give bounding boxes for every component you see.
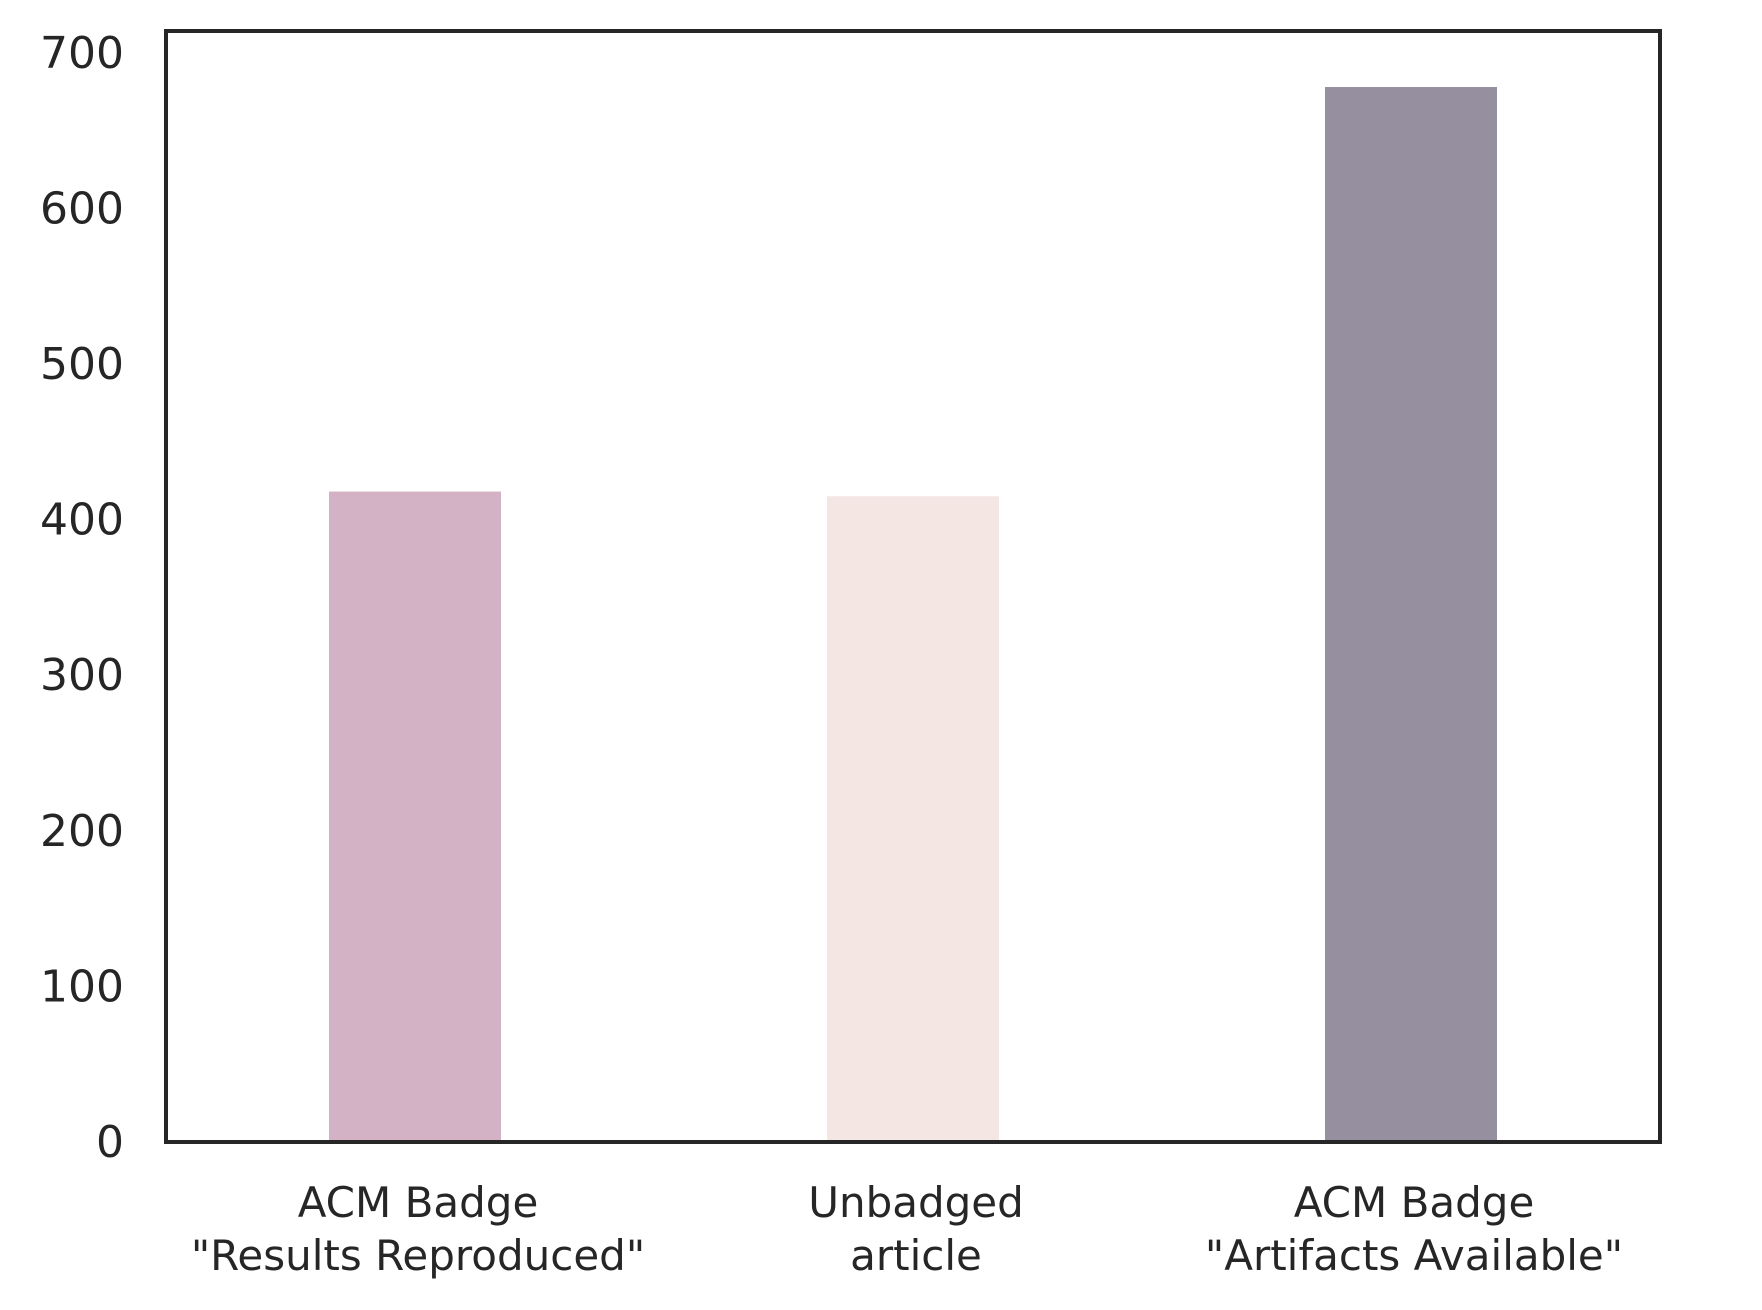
bar-0	[329, 491, 501, 1142]
bar-2	[1325, 87, 1497, 1142]
bars-group	[329, 87, 1497, 1142]
y-tick-label: 300	[40, 650, 124, 701]
x-axis-ticks: ACM Badge "Results Reproduced"Unbadged art…	[191, 1178, 1623, 1280]
x-tick-label-line: "Artifacts Available"	[1205, 1231, 1623, 1280]
x-tick-label-line: ACM Badge	[298, 1178, 539, 1227]
y-tick-label: 200	[40, 806, 124, 857]
x-tick-label-0: ACM Badge "Results Reproduced"	[191, 1178, 645, 1280]
x-tick-label-line: Unbadged	[808, 1178, 1024, 1227]
x-tick-label-line: "Results Reproduced"	[191, 1231, 645, 1280]
y-tick-label: 400	[40, 495, 124, 546]
y-tick-label: 100	[40, 961, 124, 1012]
x-tick-label-line: article	[850, 1231, 982, 1280]
y-tick-label: 700	[40, 28, 124, 79]
y-tick-label: 600	[40, 183, 124, 234]
plot-frame	[164, 29, 1662, 1144]
x-tick-label-line: ACM Badge	[1294, 1178, 1535, 1227]
bar-1	[827, 496, 999, 1142]
x-tick-label-1: Unbadged article	[808, 1178, 1024, 1280]
x-tick-label-2: ACM Badge "Artifacts Available"	[1205, 1178, 1623, 1280]
y-tick-label: 500	[40, 339, 124, 390]
y-axis-ticks: 0 100 200 300 400 500 600 700	[40, 28, 124, 1168]
y-tick-label: 0	[96, 1117, 124, 1168]
